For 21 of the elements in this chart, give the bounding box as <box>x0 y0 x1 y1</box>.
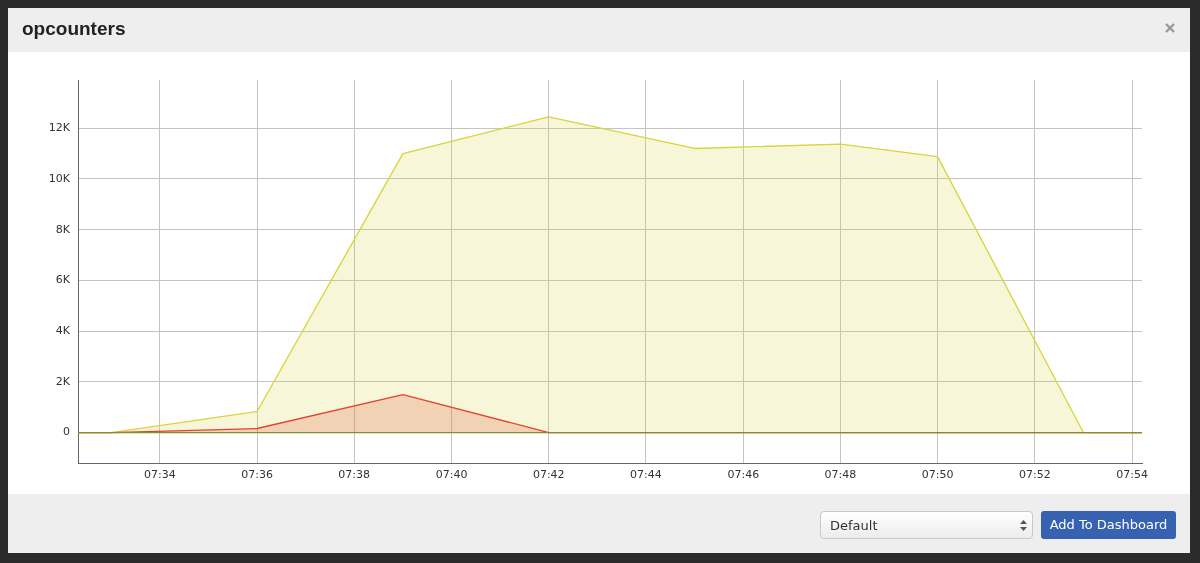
x-tick-label: 07:40 <box>435 468 468 482</box>
x-tick-label: 07:38 <box>338 468 371 482</box>
x-tick-label: 07:50 <box>921 468 954 482</box>
x-tick-label: 07:44 <box>630 468 662 482</box>
y-tick-label: 8K <box>55 222 71 236</box>
text: Default <box>830 518 878 533</box>
x-tick-label: 07:52 <box>1019 468 1051 482</box>
y-tick-label: 6K <box>55 273 71 287</box>
x-tick-label: 07:42 <box>532 468 565 482</box>
x-tick-label: 07:46 <box>727 468 760 482</box>
x-tick-label: 07:36 <box>241 468 273 482</box>
y-tick-label: 12K <box>48 121 71 135</box>
x-tick-label: 07:34 <box>144 468 176 482</box>
text: Add To Dashboard <box>1041 511 1176 539</box>
x-tick-label: 07:54 <box>1116 468 1148 482</box>
y-tick-label: 2K <box>55 374 71 388</box>
y-tick-label: 4K <box>55 323 71 337</box>
y-tick-label: 0 <box>63 425 70 439</box>
y-tick-label: 10K <box>48 171 71 185</box>
chart-title: opcounters <box>22 18 126 40</box>
x-tick-label: 07:48 <box>824 468 857 482</box>
